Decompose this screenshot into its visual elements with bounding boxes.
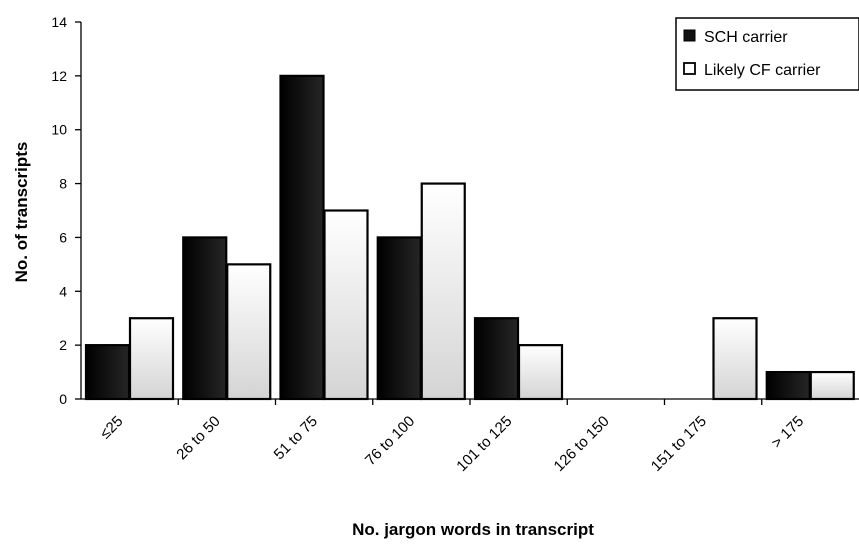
- bar-sch-carrier-0: [84, 344, 131, 401]
- x-category-label-5: 126 to 150: [551, 413, 613, 475]
- legend-box: [675, 17, 859, 91]
- x-axis-title: No. jargon words in transcript: [352, 520, 594, 539]
- x-category-label-0: ≤25: [97, 413, 127, 443]
- y-tick-label-8: 8: [59, 176, 67, 192]
- y-tick-label-14: 14: [51, 14, 67, 30]
- x-category-label-1: 26 to 50: [173, 413, 223, 463]
- legend-label-likely-cf-carrier: Likely CF carrier: [704, 62, 821, 79]
- bar-likely-cf-carrier-2: [323, 209, 369, 401]
- x-category-label-7: > 175: [768, 413, 807, 452]
- y-tick-label-2: 2: [59, 337, 67, 353]
- y-tick-label-0: 0: [59, 391, 67, 407]
- bar-sch-carrier-1: [182, 236, 228, 401]
- bar-likely-cf-carrier-4: [517, 344, 564, 401]
- bar-sch-carrier-7: [765, 370, 811, 401]
- x-category-label-4: 101 to 125: [453, 413, 515, 475]
- bar-likely-cf-carrier-0: [128, 317, 175, 401]
- bar-likely-cf-carrier-6: [712, 317, 758, 401]
- x-category-label-6: 151 to 175: [648, 413, 710, 475]
- bar-likely-cf-carrier-3: [420, 182, 466, 401]
- legend-swatch-likely-cf-carrier: [683, 62, 696, 75]
- y-tick-label-6: 6: [59, 229, 67, 245]
- legend-swatch-sch-carrier: [683, 29, 696, 42]
- bar-sch-carrier-2: [279, 74, 325, 401]
- legend-label-sch-carrier: SCH carrier: [704, 29, 788, 46]
- x-category-label-3: 76 to 100: [362, 413, 418, 469]
- bar-likely-cf-carrier-7: [809, 370, 855, 401]
- legend: SCH carrier Likely CF carrier: [675, 17, 859, 91]
- y-tick-label-12: 12: [51, 68, 67, 84]
- x-category-label-2: 51 to 75: [271, 413, 321, 463]
- y-tick-label-10: 10: [51, 122, 67, 138]
- bar-sch-carrier-3: [376, 236, 422, 401]
- bar-sch-carrier-4: [473, 317, 520, 401]
- bar-likely-cf-carrier-1: [226, 263, 272, 401]
- y-tick-label-4: 4: [59, 283, 67, 299]
- y-axis-title: No. of transcripts: [12, 142, 31, 283]
